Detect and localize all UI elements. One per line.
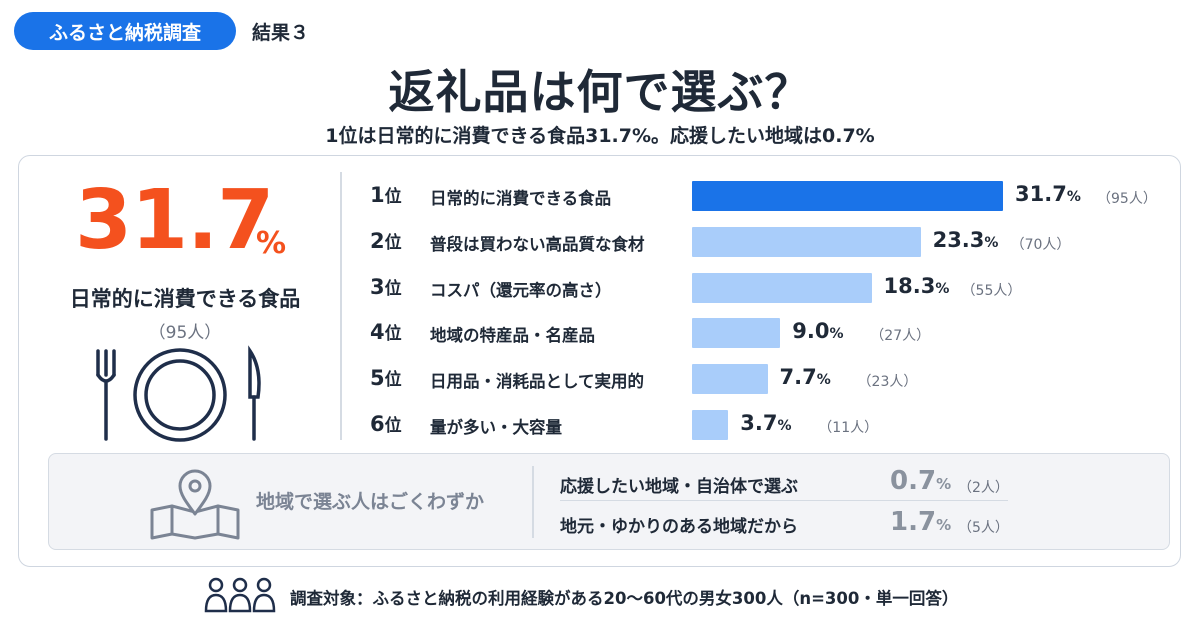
value-number: 31.7: [1015, 182, 1067, 206]
value-unit: %: [984, 234, 999, 251]
region-card: [48, 453, 1170, 550]
highlight-count: （95人）: [148, 323, 222, 343]
rank-digit: 4: [370, 320, 385, 345]
count-label: （11人）: [818, 420, 879, 436]
region-row-value: 1.7%: [890, 507, 951, 537]
survey-badge: ふるさと納税調査: [14, 12, 236, 50]
rank-number: 6位: [370, 411, 402, 436]
highlight-value: 31.7: [75, 173, 274, 268]
value-number: 7.7: [779, 365, 817, 390]
category-label: 日用品・消耗品として実用的: [430, 372, 645, 392]
rank-number: 3位: [370, 274, 402, 299]
count-label: （23人）: [857, 374, 918, 391]
value-label: 31.7%: [1015, 182, 1081, 206]
region-card-divider-horizontal: [560, 500, 1008, 502]
rank-suffix: 位: [384, 370, 402, 391]
highlight-label: 日常的に消費できる食品: [69, 287, 301, 311]
rank-suffix: 位: [384, 187, 402, 207]
value-unit: %: [777, 418, 792, 434]
bar: [692, 181, 1003, 211]
count-label: （55人）: [961, 282, 1022, 299]
value-number: 23.3: [932, 227, 985, 252]
value-number: 9.0: [792, 319, 830, 344]
value-unit: %: [935, 280, 950, 297]
rank-digit: 6: [370, 412, 385, 436]
region-card-label: 地域で選ぶ人はごくわずか: [256, 491, 485, 513]
region-row-label: 地元・ゆかりのある地域だから: [560, 517, 798, 537]
region-card-divider-vertical: [532, 466, 534, 538]
region-row-value-unit: %: [936, 475, 952, 493]
category-label: 普段は買わない高品質な食材: [430, 234, 645, 254]
rank-digit: 5: [370, 366, 385, 391]
count-label: （70人）: [1010, 236, 1071, 253]
highlight-unit: %: [256, 226, 287, 261]
rank-number: 4位: [370, 319, 402, 344]
plate-fork-knife-icon: [96, 345, 261, 442]
card-divider: [340, 172, 342, 440]
rank-suffix: 位: [384, 232, 402, 253]
category-label: 日常的に消費できる食品: [430, 189, 612, 208]
bar: [692, 272, 872, 303]
bar: [692, 226, 921, 257]
value-label: 3.7%: [740, 411, 791, 435]
value-label: 7.7%: [780, 365, 831, 389]
region-row-value-unit: %: [936, 516, 952, 534]
page-subtitle: 1位は日常的に消費できる食品31.7%。応援したい地域は0.7%: [325, 125, 875, 147]
page-title: 返礼品は何で選ぶ？: [388, 65, 812, 119]
region-row-value: 0.7%: [890, 466, 951, 496]
category-label: 地域の特産品・名産品: [430, 326, 595, 346]
rank-number: 5位: [370, 365, 402, 390]
value-unit: %: [816, 372, 831, 389]
value-unit: %: [1066, 189, 1081, 205]
rank-number: 1位: [370, 182, 402, 207]
count-label: （95人）: [1097, 191, 1157, 207]
category-label: 量が多い・大容量: [430, 418, 562, 437]
value-number: 3.7: [740, 411, 778, 435]
bar: [692, 364, 768, 395]
survey-note: 調査対象：ふるさと納税の利用経験がある20〜60代の男女300人（n=300・単…: [290, 589, 959, 608]
value-label: 18.3%: [884, 274, 950, 298]
rank-digit: 3: [370, 274, 385, 299]
region-row-count: （5人）: [958, 520, 1009, 536]
rank-digit: 1: [370, 183, 385, 207]
value-label: 23.3%: [933, 228, 999, 252]
rank-suffix: 位: [384, 416, 402, 436]
map-pin-icon: [150, 469, 240, 540]
region-row-value-number: 1.7: [890, 507, 937, 537]
bar: [692, 318, 781, 349]
rank-number: 2位: [370, 228, 402, 253]
rank-suffix: 位: [384, 278, 402, 299]
value-unit: %: [829, 326, 844, 343]
value-number: 18.3: [883, 273, 936, 298]
category-label: コスパ（還元率の高さ）: [430, 280, 612, 300]
rank-digit: 2: [370, 228, 385, 253]
people-icon: [204, 577, 276, 613]
region-row-value-number: 0.7: [890, 466, 937, 496]
region-row-count: （2人）: [958, 480, 1009, 496]
count-label: （27人）: [870, 328, 931, 345]
value-label: 9.0%: [792, 319, 843, 343]
badge-label: ふるさと納税調査: [48, 21, 201, 44]
result-number: 結果３: [252, 22, 310, 44]
bar: [692, 410, 729, 440]
rank-suffix: 位: [384, 324, 402, 345]
region-row-label: 応援したい地域・自治体で選ぶ: [560, 477, 798, 497]
